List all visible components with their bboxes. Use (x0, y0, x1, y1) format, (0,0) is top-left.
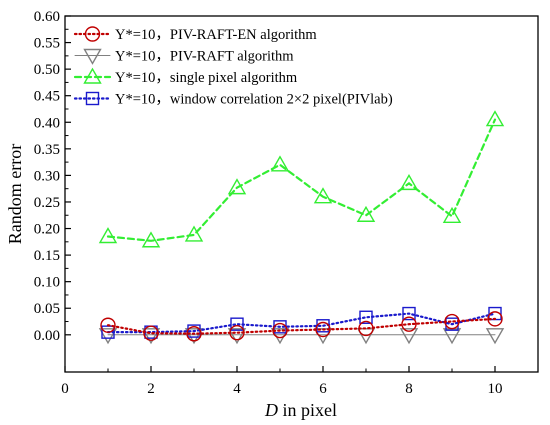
series-line (106, 317, 497, 335)
series-group (100, 311, 503, 342)
x-axis-title-italic: D (264, 400, 278, 420)
data-point-triangle-down (485, 328, 505, 345)
y-tick-label: 0.00 (34, 328, 60, 344)
x-tick-label: 2 (147, 381, 155, 397)
data-point-triangle-down (184, 328, 204, 345)
data-point-circle (358, 320, 374, 337)
x-axis-title-rest: in pixel (278, 400, 337, 420)
data-point-circle (229, 324, 245, 341)
data-point-triangle-up (485, 110, 505, 127)
legend-marker (83, 48, 102, 65)
x-tick-label: 10 (488, 381, 503, 397)
data-point-triangle-down (227, 328, 247, 345)
x-tick-label: 8 (405, 381, 413, 397)
data-point-circle (186, 326, 202, 342)
data-point-triangle-down (399, 328, 419, 345)
legend-label: Y*=10，window correlation 2×2 pixel(PIVla… (115, 92, 393, 108)
data-point-triangle-up (356, 205, 376, 222)
y-tick-label: 0.30 (34, 168, 60, 184)
y-tick-label: 0.25 (34, 195, 60, 211)
y-tick-label: 0.10 (34, 275, 60, 291)
data-point-triangle-up (184, 225, 204, 242)
data-point-triangle-up (98, 227, 118, 244)
legend-marker (83, 67, 102, 84)
y-tick-label: 0.60 (34, 9, 60, 25)
data-point-triangle-up (141, 231, 161, 248)
legend-label: Y*=10，PIV-RAFT algorithm (115, 49, 294, 65)
legend-marker (85, 91, 100, 106)
data-point-square (230, 317, 244, 331)
data-point-triangle-up (399, 173, 419, 191)
legend-item: Y*=10，single pixel algorithm (73, 67, 298, 86)
y-tick-label: 0.05 (34, 301, 60, 317)
legend-item: Y*=10，PIV-RAFT algorithm (74, 48, 294, 65)
x-tick-label: 6 (319, 381, 327, 397)
x-tick-label: 4 (233, 381, 241, 397)
legend-item: Y*=10，PIV-RAFT-EN algorithm (73, 26, 317, 43)
y-tick-label: 0.55 (34, 36, 60, 52)
y-tick-label: 0.40 (34, 115, 60, 131)
data-point-circle (100, 317, 116, 333)
data-point-triangle-up (270, 155, 290, 172)
data-point-circle (315, 321, 331, 338)
y-tick-label: 0.20 (34, 222, 60, 238)
series-line (106, 312, 497, 334)
y-tick-label: 0.35 (34, 142, 60, 158)
tick-layer: 0 2 4 6 8 10 0.00 0.05 0.10 0.15 0.20 0.25 0.30 0.35 0… (34, 9, 503, 397)
series-group (98, 110, 505, 248)
legend: Y*=10，PIV-RAFT-EN algorithm Y*=10，PIV-RAF… (73, 26, 393, 108)
data-point-triangle-down (98, 328, 118, 345)
data-point-triangle-up (442, 206, 462, 224)
series-layer (98, 110, 505, 345)
plot-frame (64, 15, 539, 373)
x-axis-title: D in pixel (264, 400, 337, 420)
y-tick-label: 0.45 (34, 89, 60, 105)
y-axis-title: Random error (5, 144, 25, 244)
y-tick-label: 0.15 (34, 248, 60, 264)
legend-item: Y*=10，window correlation 2×2 pixel(PIVla… (73, 91, 393, 108)
data-point-circle (487, 311, 503, 327)
data-point-triangle-down (141, 328, 161, 345)
series-line (106, 118, 497, 242)
legend-marker (84, 26, 101, 42)
data-point-circle (272, 322, 288, 339)
data-point-triangle-up (313, 187, 333, 204)
data-point-square (402, 306, 416, 321)
x-tick-label: 0 (61, 381, 69, 397)
data-point-triangle-up (227, 178, 247, 195)
legend-label: Y*=10，PIV-RAFT-EN algorithm (115, 27, 317, 43)
legend-label: Y*=10，single pixel algorithm (115, 70, 298, 86)
data-point-circle (401, 316, 417, 332)
data-point-square (359, 310, 373, 324)
data-point-circle (143, 325, 159, 341)
y-tick-label: 0.50 (34, 62, 60, 78)
data-point-circle (444, 313, 460, 330)
